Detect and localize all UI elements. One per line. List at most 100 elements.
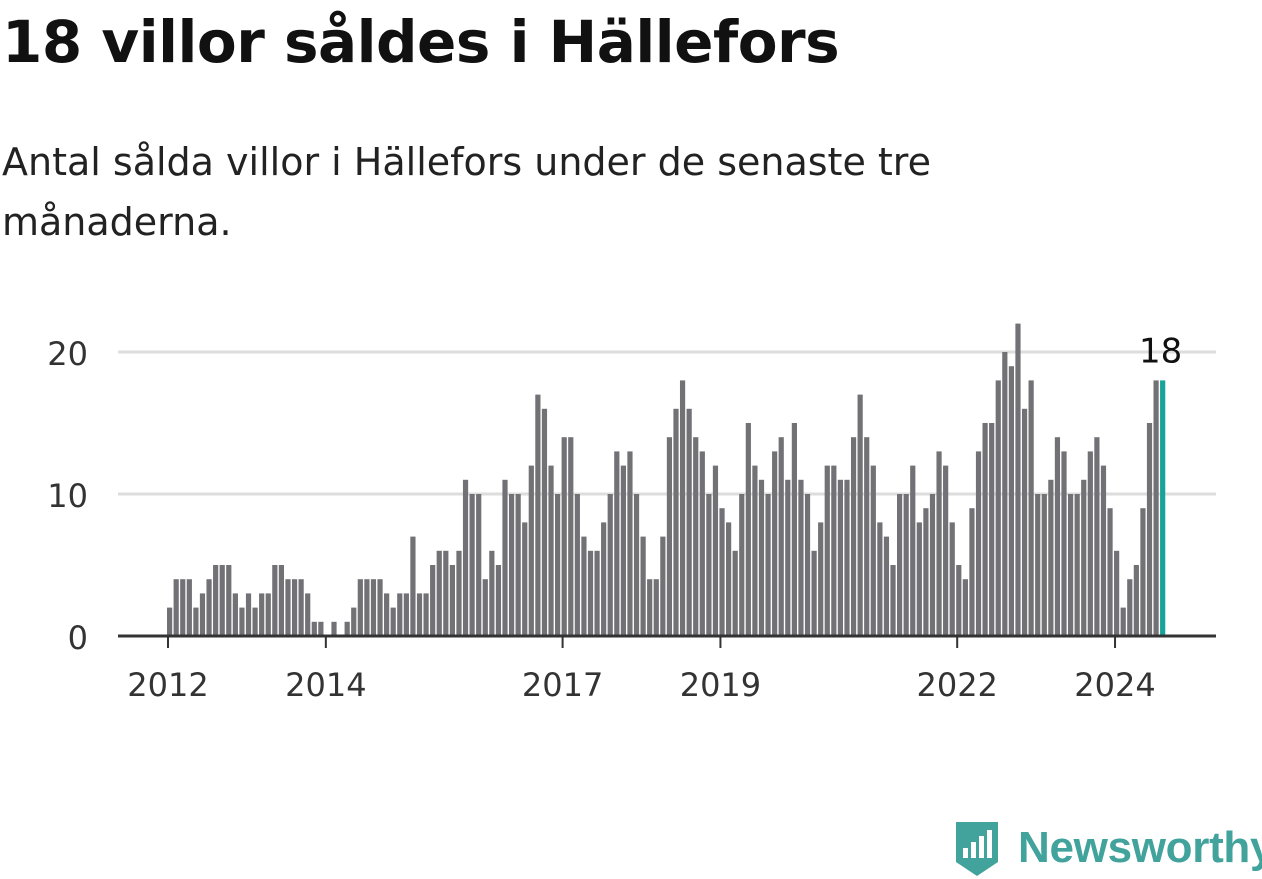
bar <box>1028 380 1034 636</box>
bar <box>653 579 659 636</box>
bar <box>311 621 317 636</box>
bar <box>975 451 982 636</box>
bar <box>1107 508 1113 636</box>
bar <box>423 593 429 636</box>
bar <box>943 465 949 636</box>
bar <box>1133 565 1139 636</box>
bar <box>199 593 206 636</box>
bar <box>956 565 962 636</box>
bar <box>193 607 199 636</box>
newsworthy-logo-icon <box>956 822 998 876</box>
y-tick-label: 10 <box>47 477 88 515</box>
bar <box>357 579 363 636</box>
bar <box>620 465 626 636</box>
bar <box>693 437 699 636</box>
bar <box>351 607 357 636</box>
bar <box>1041 494 1047 636</box>
bar <box>844 479 850 636</box>
bar <box>982 423 988 636</box>
bar <box>1061 451 1067 636</box>
bar <box>469 494 475 636</box>
bar <box>745 423 751 636</box>
bar <box>285 579 291 636</box>
bar <box>265 593 271 636</box>
bar <box>1153 380 1159 636</box>
x-tick-label: 2014 <box>285 666 366 704</box>
bar <box>331 621 337 636</box>
bar <box>535 394 541 636</box>
bar <box>410 536 416 636</box>
highlight-bar <box>1160 380 1166 636</box>
bar <box>929 494 936 636</box>
bar <box>305 593 311 636</box>
bar <box>495 565 502 636</box>
bar <box>364 579 370 636</box>
bar <box>555 494 561 636</box>
bar <box>772 451 778 636</box>
bar <box>647 579 653 636</box>
bar <box>850 437 857 636</box>
bar <box>765 494 771 636</box>
bar <box>890 565 896 636</box>
bar <box>515 494 521 636</box>
bar <box>561 437 567 636</box>
bar <box>857 394 863 636</box>
brand-logo: Newsworthy <box>952 818 1262 878</box>
bar <box>989 423 995 636</box>
bar <box>831 465 837 636</box>
highlight-value-label: 18 <box>1139 331 1182 371</box>
bar <box>811 550 817 636</box>
bar <box>173 579 179 636</box>
bar <box>824 465 830 636</box>
x-tick-label: 2017 <box>522 666 603 704</box>
bar <box>706 494 712 636</box>
x-tick-label: 2012 <box>127 666 208 704</box>
bar <box>476 494 482 636</box>
bar <box>1067 494 1074 636</box>
bar <box>370 579 377 636</box>
bar <box>1008 366 1014 636</box>
bar <box>864 437 870 636</box>
bar <box>291 579 298 636</box>
bar <box>245 593 252 636</box>
bar <box>377 579 383 636</box>
bar <box>587 550 594 636</box>
bar <box>443 550 449 636</box>
bar <box>167 607 173 636</box>
bar <box>949 522 955 636</box>
bar <box>837 479 844 636</box>
bar <box>180 579 186 636</box>
bar <box>627 451 633 636</box>
bar <box>732 550 738 636</box>
bar <box>1081 479 1087 636</box>
bar <box>607 494 613 636</box>
bar <box>186 579 192 636</box>
bar <box>252 607 258 636</box>
bar <box>482 579 488 636</box>
y-tick-label: 0 <box>68 619 88 657</box>
bar <box>897 494 903 636</box>
bar <box>1048 479 1054 636</box>
bar <box>594 550 600 636</box>
bar <box>449 565 455 636</box>
bar <box>1100 465 1107 636</box>
y-tick-label: 20 <box>47 335 88 373</box>
bar <box>390 607 396 636</box>
bar <box>640 536 646 636</box>
bar <box>226 565 232 636</box>
bar <box>778 437 784 636</box>
bar <box>456 550 462 636</box>
bar <box>1127 579 1133 636</box>
bar <box>686 408 692 636</box>
x-tick-label: 2019 <box>680 666 761 704</box>
bar <box>758 479 765 636</box>
bar <box>719 508 725 636</box>
bar <box>910 465 916 636</box>
bar <box>318 621 324 636</box>
bar <box>818 522 824 636</box>
bar <box>574 494 580 636</box>
bar <box>673 408 679 636</box>
bar <box>712 465 719 636</box>
bar <box>259 593 265 636</box>
bar <box>416 593 423 636</box>
